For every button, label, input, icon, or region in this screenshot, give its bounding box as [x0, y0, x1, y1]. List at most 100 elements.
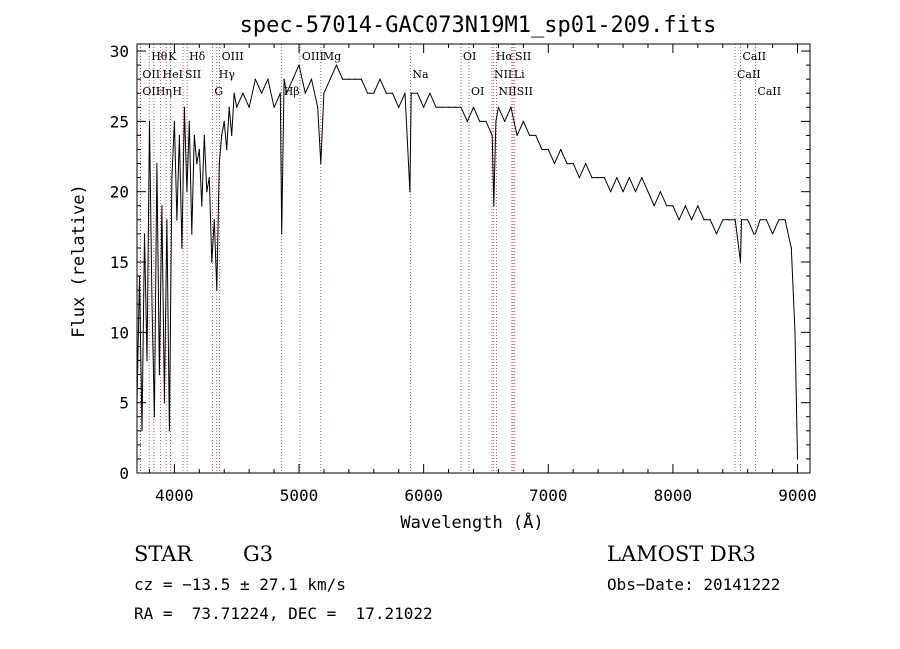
data-point [267, 78, 269, 80]
data-point [747, 219, 749, 221]
data-point [491, 134, 493, 137]
line-label-6: H [172, 85, 182, 98]
data-point [794, 331, 796, 333]
data-point [193, 134, 195, 137]
data-point [216, 289, 218, 291]
data-point [460, 106, 462, 108]
line-label-1: OII [142, 68, 160, 81]
data-point [796, 458, 799, 460]
data-point [298, 64, 300, 66]
data-point [317, 106, 319, 108]
data-point [728, 219, 730, 221]
data-point [709, 219, 711, 221]
data-point [740, 219, 743, 221]
data-point [691, 219, 693, 221]
data-point [292, 78, 294, 80]
data-point [634, 191, 637, 193]
data-point [653, 205, 655, 207]
data-point [143, 233, 146, 235]
data-point [497, 106, 500, 108]
data-point [734, 219, 736, 221]
data-point [578, 177, 581, 179]
line-label-21: Li [514, 68, 525, 81]
data-point [466, 120, 468, 122]
line-label-4: K [168, 50, 177, 63]
data-point [186, 191, 188, 193]
y-tick-label: 10 [110, 323, 129, 342]
data-point [410, 92, 412, 94]
data-point [597, 177, 599, 179]
data-point [759, 219, 761, 221]
y-axis-label: Flux (relative) [69, 184, 89, 338]
data-point [678, 219, 680, 221]
data-point [684, 205, 686, 207]
data-point [218, 162, 220, 165]
data-point [510, 106, 512, 108]
data-point [547, 148, 549, 151]
line-label-12: OIII [302, 50, 324, 63]
y-tick-label: 30 [110, 42, 129, 61]
data-point [191, 233, 193, 235]
line-label-20: NII [494, 68, 512, 81]
object-class: STAR [134, 542, 193, 566]
data-point [228, 106, 230, 108]
line-label-13: Mg [323, 50, 341, 63]
data-point [310, 78, 313, 80]
data-point [323, 92, 325, 94]
data-point [753, 233, 755, 235]
data-point [233, 92, 235, 94]
coordinates: RA = 73.71224, DEC = 17.21022 [134, 604, 433, 623]
data-point [366, 92, 369, 94]
data-point [553, 162, 556, 165]
x-axis: 4000 5000 6000 7000 8000 9000 [148, 44, 817, 505]
line-label-15: Na [412, 68, 429, 81]
data-point [485, 120, 487, 122]
data-point [206, 191, 208, 193]
data-point [173, 120, 175, 122]
data-point [158, 373, 161, 376]
data-point [754, 233, 757, 235]
data-point [211, 261, 213, 263]
series-group [136, 64, 799, 460]
line-label-8: Hδ [189, 50, 206, 63]
data-point [141, 430, 143, 432]
data-point [285, 92, 288, 94]
data-point [166, 219, 168, 221]
data-point [441, 106, 443, 108]
data-point [416, 92, 419, 94]
data-point [391, 92, 394, 94]
data-point [151, 303, 153, 305]
data-point [666, 205, 668, 207]
data-point [479, 120, 481, 122]
data-point [616, 177, 618, 179]
x-tick-label: 7000 [529, 486, 568, 505]
data-point [522, 120, 524, 122]
data-point [560, 148, 562, 151]
x-tick-label: 4000 [155, 486, 194, 505]
line-label-18: Hα [496, 50, 514, 63]
series-flux [136, 64, 798, 459]
data-point [320, 162, 322, 165]
data-point [493, 205, 495, 207]
data-point [609, 191, 612, 193]
data-point [603, 177, 605, 179]
data-point [535, 134, 537, 137]
observation-date: Obs−Date: 20141222 [607, 575, 780, 594]
data-point [398, 106, 400, 108]
data-point [772, 233, 774, 235]
data-point [254, 78, 256, 80]
data-point [541, 148, 543, 151]
data-point [281, 233, 283, 235]
data-point [790, 247, 792, 249]
data-point [161, 205, 163, 207]
line-label-7: SII [185, 68, 201, 81]
data-point [201, 205, 203, 207]
data-point [404, 92, 406, 94]
line-label-5: HeI [163, 68, 183, 81]
data-point [379, 78, 381, 80]
data-point [622, 191, 624, 193]
data-point [778, 219, 780, 221]
data-point [176, 219, 178, 221]
